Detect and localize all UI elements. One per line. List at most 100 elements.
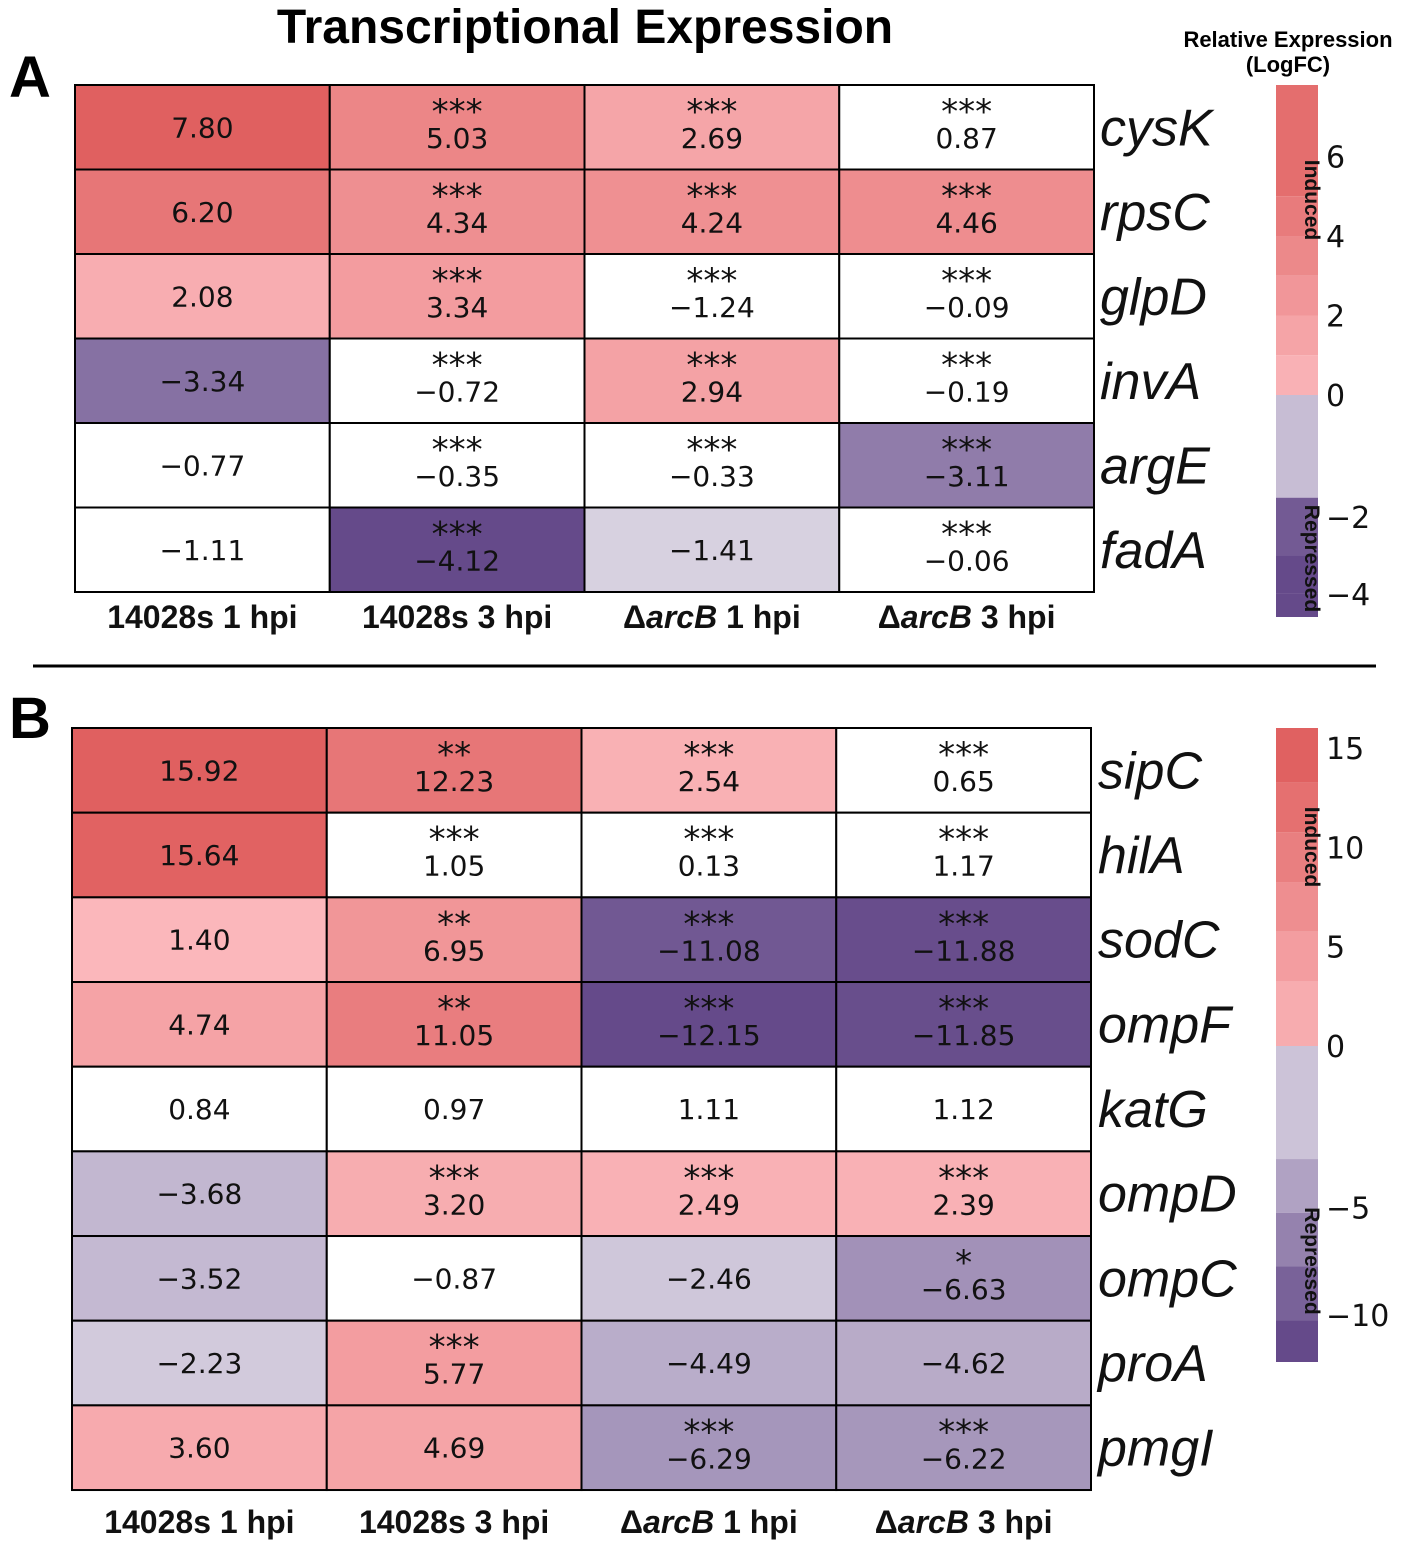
heatmap-cell <box>580 896 838 984</box>
significance-marker: *** <box>429 820 480 860</box>
legend-title: Relative Expression <box>1183 27 1392 52</box>
colorbar-tick: −10 <box>1326 1299 1389 1334</box>
gene-label: sodC <box>1098 912 1220 970</box>
cell-value: −6.29 <box>666 1442 752 1475</box>
heatmap-cell <box>325 981 583 1068</box>
colorbar-tick: −2 <box>1326 501 1370 536</box>
gene-label: ompC <box>1098 1250 1237 1308</box>
colorbar-step <box>1276 1212 1318 1267</box>
heatmap-cell <box>583 253 841 340</box>
gene-label: proA <box>1096 1335 1208 1393</box>
cell-value: −1.41 <box>669 534 755 567</box>
cell-value: −3.68 <box>156 1178 242 1211</box>
repressed-label: Repressed <box>1300 505 1323 612</box>
heatmap-cell <box>328 84 586 171</box>
significance-marker: *** <box>432 430 483 470</box>
heatmap-cell <box>328 253 586 340</box>
colorbar-step <box>1276 1320 1318 1362</box>
significance-marker: *** <box>941 92 992 132</box>
significance-marker: *** <box>429 1328 480 1368</box>
significance-marker: *** <box>941 430 992 470</box>
heatmap-cell <box>835 811 1092 899</box>
colorbar-step <box>1276 315 1318 356</box>
heatmap-cell <box>838 84 1095 171</box>
heatmap-cell <box>74 168 331 255</box>
cell-value: −0.77 <box>159 449 245 482</box>
heatmap-cell <box>74 506 331 593</box>
colorbar-tick: 5 <box>1326 931 1345 966</box>
heatmap-cell <box>835 1150 1092 1238</box>
panel-label: B <box>9 686 51 751</box>
significance-marker: *** <box>432 92 483 132</box>
cell-value: −3.52 <box>156 1262 242 1295</box>
significance-marker: *** <box>432 346 483 386</box>
heatmap-cell <box>835 727 1092 814</box>
cell-value: 0.87 <box>935 122 997 155</box>
column-label: 14028s 3 hpi <box>359 1504 549 1540</box>
column-label: 14028s 1 hpi <box>107 599 297 635</box>
significance-marker: *** <box>941 177 992 217</box>
cell-value: −0.19 <box>924 376 1010 409</box>
heatmap-cell <box>838 422 1095 509</box>
colorbar-step <box>1276 593 1318 617</box>
heatmap-cell <box>835 1235 1092 1322</box>
significance-marker: ** <box>437 735 471 775</box>
cell-value: −0.87 <box>411 1262 497 1295</box>
gene-label: hilA <box>1098 827 1185 885</box>
heatmap-cell <box>325 1065 583 1153</box>
colorbar-step <box>1276 395 1318 498</box>
heatmap-cell <box>71 981 328 1068</box>
heatmap-cell <box>583 422 841 509</box>
gene-label: rpsC <box>1100 184 1210 242</box>
column-label: 14028s 1 hpi <box>104 1504 294 1540</box>
cell-value: −0.35 <box>414 460 500 493</box>
colorbar-step <box>1276 882 1318 932</box>
cell-value: 12.23 <box>414 765 494 798</box>
colorbar-step <box>1276 832 1318 883</box>
cell-value: 15.92 <box>159 754 239 787</box>
heatmap-cell <box>74 253 331 340</box>
heatmap-cell <box>328 337 586 424</box>
column-label: 14028s 3 hpi <box>362 599 552 635</box>
heatmap-cell <box>580 1404 838 1492</box>
cell-value: −12.15 <box>657 1019 761 1052</box>
heatmap-cell <box>325 1150 583 1238</box>
colorbar-step <box>1276 782 1318 833</box>
cell-value: 0.97 <box>423 1093 485 1126</box>
heatmap-cell <box>71 1065 328 1153</box>
cell-value: 1.11 <box>678 1093 740 1126</box>
cell-value: 3.20 <box>423 1188 485 1221</box>
heatmap-cell <box>835 896 1092 984</box>
gene-label: ompD <box>1098 1166 1237 1224</box>
significance-marker: ** <box>437 904 471 944</box>
gene-label: sipC <box>1098 742 1202 800</box>
cell-value: −2.23 <box>156 1347 242 1380</box>
colorbar-tick: 0 <box>1326 379 1345 414</box>
heatmap-cell <box>835 1065 1092 1153</box>
cell-value: 1.40 <box>168 924 230 957</box>
significance-marker: *** <box>683 904 734 944</box>
gene-label: fadA <box>1100 522 1207 580</box>
heatmap-cell <box>325 1404 583 1492</box>
cell-value: 15.64 <box>159 839 239 872</box>
cell-value: 2.94 <box>681 376 743 409</box>
cell-value: 0.65 <box>932 765 994 798</box>
cell-value: −3.11 <box>924 460 1010 493</box>
cell-value: 0.84 <box>168 1093 230 1126</box>
significance-marker: *** <box>432 515 483 555</box>
cell-value: −0.72 <box>414 376 500 409</box>
cell-value: −0.06 <box>924 545 1010 578</box>
heatmap-cell <box>71 727 328 814</box>
cell-value: −4.62 <box>921 1347 1007 1380</box>
cell-value: 5.77 <box>423 1358 485 1391</box>
significance-marker: *** <box>941 261 992 301</box>
induced-label: Induced <box>1300 160 1323 241</box>
cell-value: 2.69 <box>681 122 743 155</box>
heatmap-cell <box>71 1404 328 1492</box>
column-label: ΔarcB 1 hpi <box>620 1504 798 1540</box>
heatmap-cell <box>328 168 586 255</box>
colorbar-step <box>1276 1266 1318 1321</box>
heatmap-cell <box>835 1319 1092 1407</box>
cell-value: 5.03 <box>426 122 488 155</box>
